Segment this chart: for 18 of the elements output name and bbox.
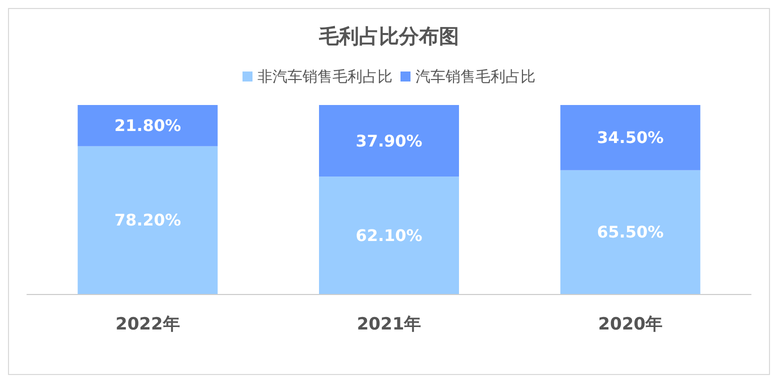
bar [78,146,218,294]
data-label: 78.20% [114,210,181,230]
data-label: 34.50% [597,128,664,148]
chart-title: 毛利占比分布图 [318,24,459,48]
data-label: 62.10% [356,226,422,245]
x-tick-label: 2020年 [598,314,662,334]
bar [78,105,218,146]
x-tick-label: 2022年 [116,314,180,334]
bar [560,170,700,294]
data-label: 37.90% [356,131,422,150]
data-label: 65.50% [597,222,664,242]
bar [560,105,700,170]
data-label: 21.80% [114,116,181,136]
legend-label: 非汽车销售毛利占比 [258,68,392,86]
legend-label: 汽车销售毛利占比 [416,68,536,86]
bar [319,105,459,177]
bar [319,176,459,294]
x-tick-label: 2021年 [356,314,422,334]
